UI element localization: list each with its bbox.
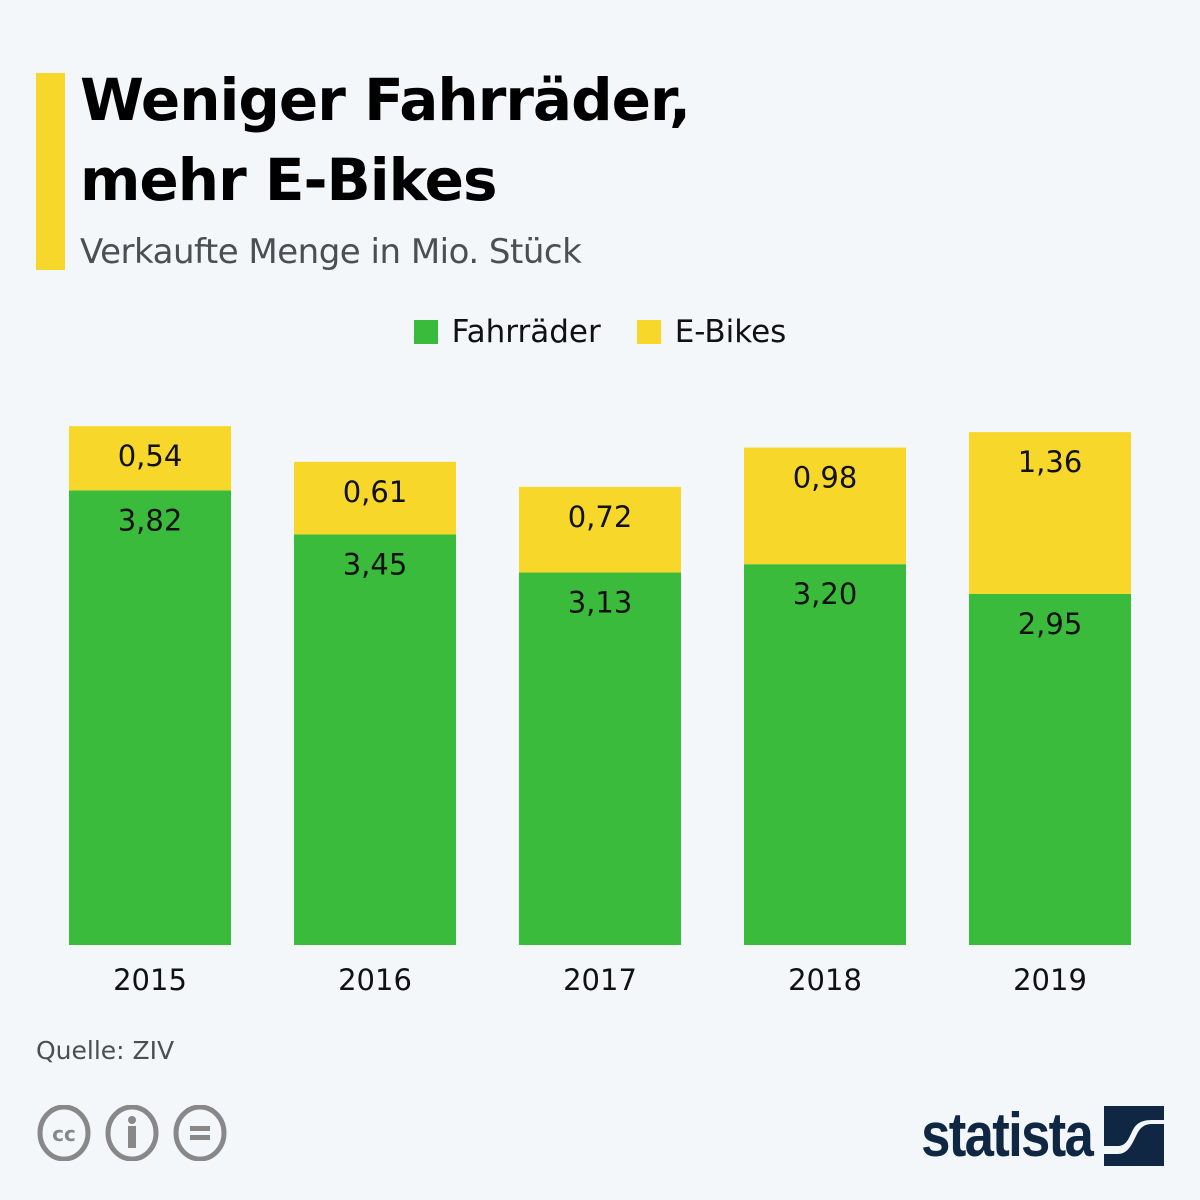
no-derivatives-icon [173,1105,227,1161]
bar-fahrraeder-2018 [744,564,906,945]
data-label-ebikes-2016: 0,61 [343,475,408,509]
statista-logo-icon [1104,1105,1164,1166]
chart-subtitle: Verkaufte Menge in Mio. Stück [80,232,582,272]
x-tick-label-2018: 2018 [788,963,862,997]
x-tick-label-2016: 2016 [338,963,412,997]
legend-item-ebikes: E-Bikes [636,314,787,350]
data-label-ebikes-2015: 0,54 [118,439,183,473]
bar-ebikes-2016 [294,461,456,535]
title-accent-bar [36,73,65,270]
statista-logo[interactable]: statista [891,1100,1164,1171]
x-tick-label-2015: 2015 [113,963,187,997]
bar-ebikes-2017 [519,486,681,573]
legend: Fahrräder E-Bikes [0,314,1200,350]
source-note: Quelle: ZIV [36,1036,175,1065]
bar-ebikes-2015 [69,426,231,491]
legend-label-fahrraeder: Fahrräder [451,314,601,350]
data-label-ebikes-2019: 1,36 [1018,445,1083,479]
chart-title: Weniger Fahrräder, mehr E-Bikes [80,60,691,220]
bar-fahrraeder-2015 [69,490,231,945]
cc-icon: cc [37,1105,91,1161]
data-label-fahrraeder-2016: 3,45 [343,547,408,581]
bar-ebikes-2019 [969,432,1131,594]
x-tick-label-2017: 2017 [563,963,637,997]
legend-item-fahrraeder: Fahrräder [413,314,601,350]
legend-label-ebikes: E-Bikes [674,314,787,350]
attribution-icon [105,1105,159,1161]
legend-swatch-fahrraeder [413,320,438,344]
x-tick-label-2019: 2019 [1013,963,1087,997]
data-label-fahrraeder-2019: 2,95 [1018,607,1083,641]
bar-fahrraeder-2019 [969,593,1131,945]
bar-ebikes-2018 [744,447,906,565]
data-label-fahrraeder-2017: 3,13 [568,586,633,620]
license-icons: cc [36,1105,228,1161]
statista-wordmark: statista [921,1101,1094,1170]
title-line-1: Weniger Fahrräder, [80,66,691,134]
bar-fahrraeder-2016 [294,534,456,945]
svg-text:cc: cc [52,1122,76,1146]
data-label-ebikes-2017: 0,72 [568,500,633,534]
data-label-ebikes-2018: 0,98 [793,461,858,495]
data-label-fahrraeder-2018: 3,20 [793,577,858,611]
title-line-2: mehr E-Bikes [80,146,498,214]
stacked-bar-chart: 3,82 0,54 2015 3,45 0,61 2016 3,13 0,72 2017 3,20… [69,426,1131,997]
data-label-fahrraeder-2015: 3,82 [118,503,183,537]
legend-swatch-ebikes [636,320,661,344]
bar-fahrraeder-2017 [519,572,681,945]
